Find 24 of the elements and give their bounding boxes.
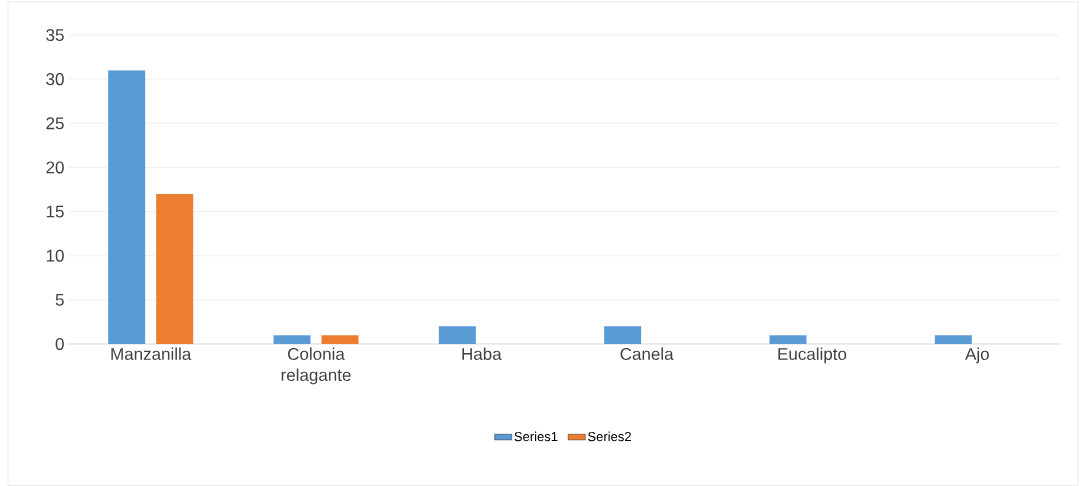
x-tick-label: Canela bbox=[620, 347, 674, 361]
bar bbox=[934, 335, 972, 344]
y-tick-label: 15 bbox=[46, 205, 64, 218]
bar bbox=[604, 326, 642, 344]
x-tick-label: Ajo bbox=[965, 347, 989, 364]
bar bbox=[321, 335, 359, 344]
legend-label: Series1 bbox=[514, 431, 558, 442]
y-tick-label: 10 bbox=[46, 249, 64, 262]
bar bbox=[273, 335, 311, 344]
bar bbox=[769, 335, 807, 344]
x-tick-label: Eucalipto bbox=[778, 347, 847, 364]
x-tick-label: Haba bbox=[462, 347, 502, 361]
y-tick-label: 35 bbox=[46, 28, 64, 42]
bar bbox=[438, 326, 476, 344]
y-tick-label: 5 bbox=[55, 293, 64, 306]
y-tick-label: 20 bbox=[46, 161, 64, 174]
x-tick-label: Colonia relagante bbox=[281, 347, 351, 385]
x-tick-label: Manzanilla bbox=[111, 347, 192, 361]
bar bbox=[108, 70, 146, 344]
y-tick-label: 0 bbox=[55, 337, 64, 351]
y-tick-label: 30 bbox=[46, 73, 64, 86]
bar bbox=[156, 193, 194, 344]
y-tick-label: 25 bbox=[46, 117, 64, 130]
legend-label: Series2 bbox=[588, 431, 631, 442]
